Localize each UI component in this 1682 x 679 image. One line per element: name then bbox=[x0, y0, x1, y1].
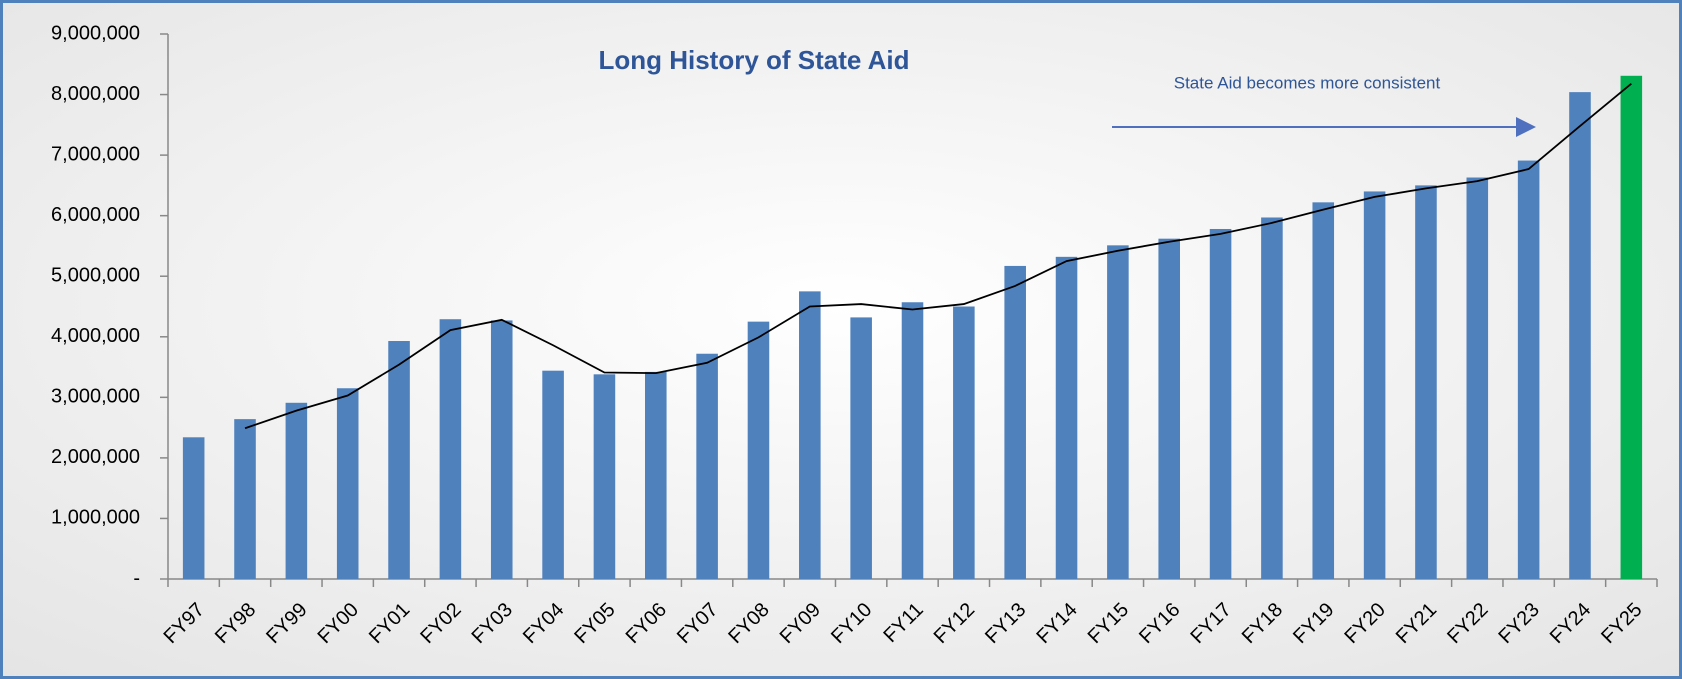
bar bbox=[1415, 185, 1437, 579]
bar bbox=[1312, 202, 1335, 579]
bar bbox=[1004, 265, 1026, 579]
bar bbox=[1517, 160, 1540, 580]
bar bbox=[439, 319, 462, 579]
y-tick-label: 6,000,000 bbox=[51, 204, 140, 226]
y-tick-label: 4,000,000 bbox=[51, 325, 140, 347]
bar bbox=[182, 437, 205, 579]
bar bbox=[1569, 92, 1591, 579]
bar bbox=[1620, 75, 1643, 580]
bar bbox=[953, 306, 975, 579]
trend-line bbox=[244, 82, 1632, 430]
bar bbox=[1209, 228, 1232, 579]
bar bbox=[644, 371, 667, 579]
bar bbox=[336, 388, 359, 579]
bar bbox=[593, 374, 616, 579]
annotation: State Aid becomes more consistent bbox=[1174, 73, 1441, 92]
bar bbox=[285, 402, 308, 579]
bar bbox=[747, 321, 770, 579]
y-tick-label: 9,000,000 bbox=[51, 22, 140, 44]
bar bbox=[1261, 217, 1283, 579]
y-tick-label: 5,000,000 bbox=[51, 265, 140, 287]
y-tick-label: 3,000,000 bbox=[51, 386, 140, 408]
bar bbox=[1055, 256, 1078, 579]
bar bbox=[799, 291, 821, 579]
bar bbox=[1158, 238, 1181, 579]
y-tick-label: - bbox=[133, 567, 140, 589]
bar bbox=[388, 341, 410, 579]
y-tick-label: 7,000,000 bbox=[51, 143, 140, 165]
bar bbox=[1107, 245, 1129, 580]
y-tick-label: 8,000,000 bbox=[51, 83, 140, 105]
bar bbox=[696, 353, 718, 579]
y-tick-label: 2,000,000 bbox=[51, 446, 140, 468]
y-tick-label: 1,000,000 bbox=[51, 507, 140, 529]
bar bbox=[1466, 177, 1489, 579]
bar bbox=[234, 419, 256, 579]
bar bbox=[1363, 191, 1386, 579]
bar bbox=[490, 320, 513, 579]
chart-title: Long History of State Aid bbox=[598, 45, 909, 75]
bar bbox=[850, 317, 872, 579]
bar bbox=[901, 302, 924, 579]
bar bbox=[542, 370, 564, 579]
